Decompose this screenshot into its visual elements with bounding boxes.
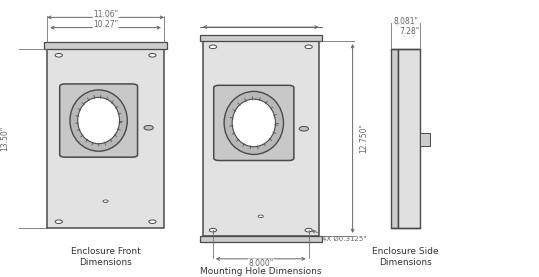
Circle shape <box>299 126 308 131</box>
Circle shape <box>258 215 264 218</box>
Ellipse shape <box>224 91 284 155</box>
Text: Enclosure Side
Dimensions: Enclosure Side Dimensions <box>372 247 439 267</box>
Text: 8.000": 8.000" <box>248 259 273 268</box>
Bar <box>200 236 322 242</box>
Circle shape <box>209 228 217 232</box>
Text: 7.28": 7.28" <box>399 27 419 36</box>
Text: 4X Ø0.3125": 4X Ø0.3125" <box>312 230 366 242</box>
Ellipse shape <box>78 98 120 144</box>
Circle shape <box>55 53 63 57</box>
Bar <box>44 42 167 49</box>
Bar <box>420 133 430 146</box>
Circle shape <box>149 53 156 57</box>
Bar <box>200 35 322 41</box>
FancyBboxPatch shape <box>60 84 137 157</box>
FancyBboxPatch shape <box>214 85 294 160</box>
Ellipse shape <box>70 90 127 151</box>
Bar <box>47 49 164 228</box>
Circle shape <box>103 200 108 202</box>
Circle shape <box>305 45 312 48</box>
Circle shape <box>144 125 153 130</box>
Text: Enclosure Front
Dimensions: Enclosure Front Dimensions <box>71 247 141 267</box>
Circle shape <box>209 45 217 48</box>
Text: Mounting Hole Dimensions: Mounting Hole Dimensions <box>200 266 322 276</box>
Text: 12.750": 12.750" <box>360 124 369 153</box>
Text: 13.50": 13.50" <box>0 126 9 151</box>
Text: 11.06": 11.06" <box>93 10 118 19</box>
Circle shape <box>55 220 63 224</box>
Text: 10.27": 10.27" <box>93 20 118 29</box>
Circle shape <box>305 228 312 232</box>
Ellipse shape <box>232 99 275 147</box>
Bar <box>203 41 319 236</box>
Text: 8.081": 8.081" <box>393 17 418 26</box>
Bar <box>398 49 420 228</box>
Circle shape <box>149 220 156 224</box>
Bar <box>391 49 398 228</box>
